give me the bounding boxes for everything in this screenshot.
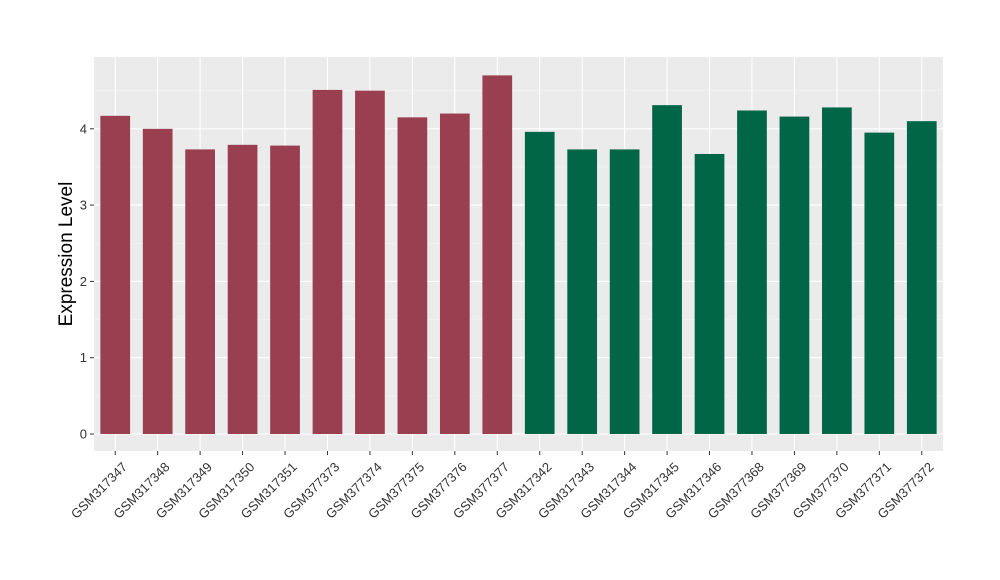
bar-GSM317344	[609, 149, 640, 434]
bar-GSM317347	[100, 115, 131, 434]
bar-GSM317346	[694, 153, 725, 434]
bar-GSM317342	[524, 131, 555, 435]
y-tick-label: 3	[80, 198, 87, 213]
x-axis: GSM317347GSM317348GSM317349GSM317350GSM3…	[68, 451, 937, 522]
bar-GSM377369	[779, 116, 810, 434]
plot-panel	[94, 57, 943, 451]
y-axis: 0 1 2 3 4	[80, 121, 94, 442]
bar-GSM377373	[312, 89, 343, 435]
bar-GSM317349	[185, 149, 215, 434]
bar-GSM377370	[822, 107, 852, 434]
bar-GSM317350	[227, 144, 258, 434]
bar-GSM317351	[270, 145, 300, 434]
bars	[100, 75, 937, 435]
bar-GSM377377	[482, 75, 513, 434]
y-tick-label: 2	[80, 274, 87, 289]
bar-GSM377371	[864, 132, 895, 435]
bar-GSM317343	[567, 149, 598, 434]
bar-GSM377368	[737, 110, 767, 434]
bar-GSM377372	[906, 121, 937, 435]
bar-GSM377374	[355, 90, 385, 435]
y-tick-label: 4	[80, 121, 87, 136]
y-axis-title: Expression Level	[56, 182, 77, 327]
bar-GSM377376	[439, 113, 470, 434]
bar-GSM317345	[652, 105, 682, 434]
y-tick-label: 0	[80, 427, 87, 442]
bar-GSM317348	[142, 128, 173, 435]
bar-GSM377375	[397, 117, 428, 434]
y-tick-label: 1	[80, 350, 87, 365]
